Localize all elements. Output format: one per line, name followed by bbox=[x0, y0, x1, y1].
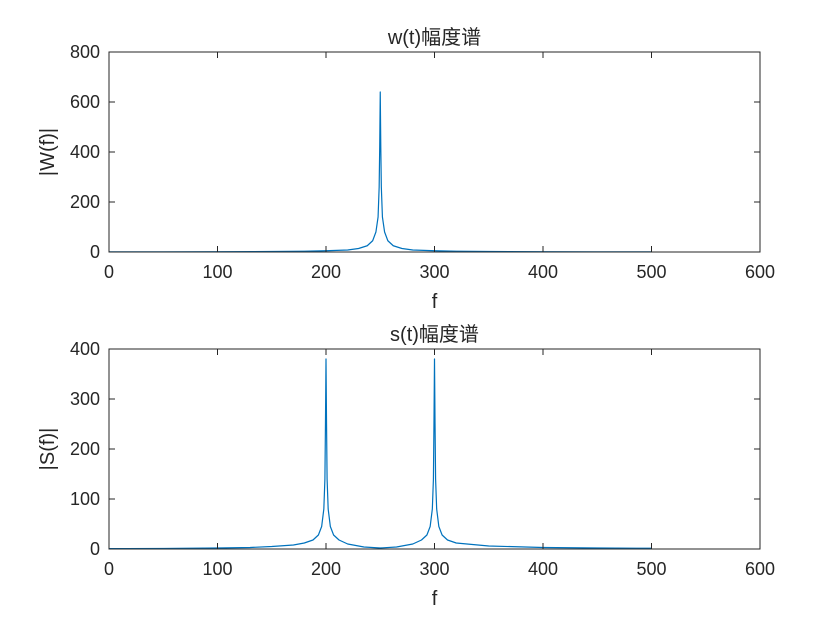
x-tick-label: 100 bbox=[202, 262, 232, 282]
chart-w-spectrum: 0 100 200 300 400 500 600 0 200 400 600 800 w(t)幅度谱 f… bbox=[37, 26, 775, 313]
x-tick-label: 300 bbox=[419, 559, 449, 579]
y-tick-label: 0 bbox=[90, 242, 100, 262]
x-tick-label: 200 bbox=[311, 262, 341, 282]
chart-title: w(t)幅度谱 bbox=[387, 26, 481, 49]
y-tick-label: 100 bbox=[70, 489, 100, 509]
x-tick-label: 0 bbox=[104, 262, 114, 282]
plot-area bbox=[109, 52, 760, 252]
y-tick-label: 800 bbox=[70, 42, 100, 62]
y-tick-label: 200 bbox=[70, 192, 100, 212]
x-tick-label: 0 bbox=[104, 559, 114, 579]
x-tick-label: 500 bbox=[636, 559, 666, 579]
series-line-0 bbox=[108, 358, 652, 550]
chart-title: s(t)幅度谱 bbox=[390, 323, 479, 346]
x-tick-label: 100 bbox=[202, 559, 232, 579]
x-tick-label: 200 bbox=[311, 559, 341, 579]
x-tick-label: 400 bbox=[528, 262, 558, 282]
x-axis-label: f bbox=[432, 588, 438, 610]
x-tick-label: 300 bbox=[419, 262, 449, 282]
x-tick-label: 600 bbox=[745, 559, 775, 579]
series-line-0 bbox=[108, 91, 652, 253]
y-tick-label: 400 bbox=[70, 142, 100, 162]
x-axis-label: f bbox=[432, 291, 438, 313]
x-tick-label: 500 bbox=[636, 262, 666, 282]
y-tick-label: 0 bbox=[90, 539, 100, 559]
chart-s-spectrum: 0 100 200 300 400 500 600 0 100 200 300 400 s(t)幅度谱 f… bbox=[37, 323, 775, 610]
y-axis-label: |S(f)| bbox=[37, 428, 59, 471]
x-tick-label: 600 bbox=[745, 262, 775, 282]
y-axis-label: |W(f)| bbox=[37, 128, 59, 176]
y-tick-label: 600 bbox=[70, 92, 100, 112]
x-tick-label: 400 bbox=[528, 559, 558, 579]
y-tick-label: 400 bbox=[70, 339, 100, 359]
y-tick-label: 200 bbox=[70, 439, 100, 459]
y-tick-label: 300 bbox=[70, 389, 100, 409]
